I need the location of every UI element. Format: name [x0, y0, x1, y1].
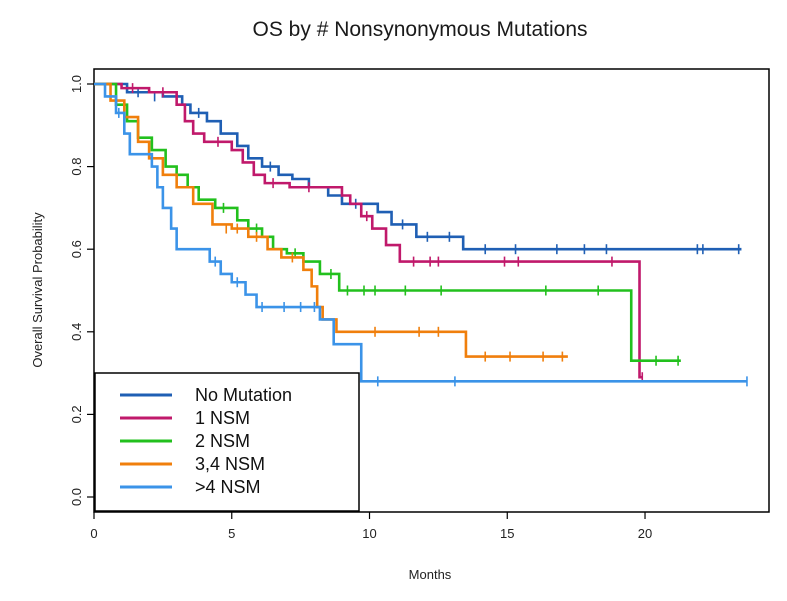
legend-label: >4 NSM — [195, 477, 261, 497]
legend-label: 3,4 NSM — [195, 454, 265, 474]
series-3 — [94, 82, 568, 362]
axes: 0 5 10 15 20 0.0 0.2 0.4 0.6 0.8 1.0 — [69, 68, 770, 541]
y-tick-label: 1.0 — [69, 75, 84, 93]
x-tick-label: 10 — [362, 526, 376, 541]
x-tick-label: 5 — [228, 526, 235, 541]
y-tick-label: 0.4 — [69, 323, 84, 341]
chart-title: OS by # Nonsynonymous Mutations — [253, 18, 588, 41]
series-line — [94, 82, 747, 383]
series-line — [94, 82, 643, 379]
series-line — [94, 82, 681, 363]
series-line — [94, 82, 568, 358]
legend-label: 2 NSM — [195, 431, 250, 451]
plot-frame — [93, 68, 770, 513]
y-tick-label: 0.2 — [69, 405, 84, 423]
series-1 — [94, 82, 644, 383]
series-2 — [94, 82, 681, 366]
series-0 — [94, 82, 742, 255]
series-line — [94, 82, 742, 251]
x-tick-label: 20 — [638, 526, 652, 541]
y-tick-label: 0.0 — [69, 488, 84, 506]
x-axis-label: Months — [409, 567, 452, 582]
legend-label: 1 NSM — [195, 408, 250, 428]
x-tick-label: 15 — [500, 526, 514, 541]
y-tick-label: 0.8 — [69, 158, 84, 176]
series-4 — [94, 82, 748, 387]
legend-label: No Mutation — [195, 385, 292, 405]
y-tick-label: 0.6 — [69, 240, 84, 258]
legend: No Mutation 1 NSM 2 NSM 3,4 NSM >4 NSM — [94, 372, 360, 512]
x-tick-label: 0 — [90, 526, 97, 541]
y-axis-label: Overall Survival Probability — [30, 212, 45, 368]
series-layer — [94, 82, 748, 387]
